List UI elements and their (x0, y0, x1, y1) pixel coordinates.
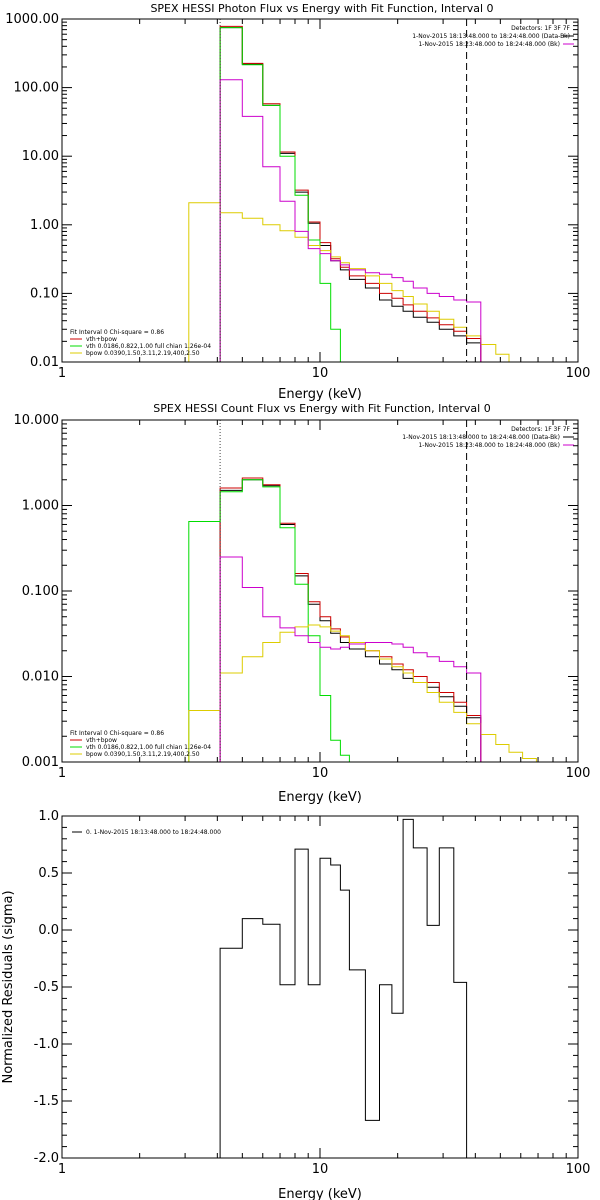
bk-interval-text: 1-Nov-2015 18:23:48.000 to 18:24:48.000 … (418, 41, 560, 48)
y-axis-label: Normalized Residuals (sigma) (1, 890, 16, 1083)
series-bpow-line (188, 624, 551, 763)
residual-legend: 0. 1-Nov-2015 18:13:48.000 to 18:24:48.0… (72, 829, 221, 836)
y-tick-label: 0.010 (22, 670, 59, 685)
x-axis-label: Energy (keV) (278, 1187, 362, 1200)
y-tick-labels: 0.001 0.010 0.100 1.000 10.000 (14, 413, 578, 770)
photon-flux-panel: SPEX HESSI Photon Flux vs Energy with Fi… (5, 2, 590, 402)
y-tick-label: -1.0 (34, 1037, 59, 1052)
series-bk-line (219, 79, 482, 362)
x-tick-label: 1 (58, 766, 66, 781)
series-bk-line (219, 556, 482, 762)
y-tick-label: 1.0 (38, 809, 59, 824)
data-interval-text: 1-Nov-2015 18:13:48.000 to 18:24:48.000 … (402, 434, 560, 441)
residual-legend-text: 0. 1-Nov-2015 18:13:48.000 to 18:24:48.0… (86, 829, 221, 836)
y-tick-labels: -2.0 -1.5 -1.0 -0.5 0.0 0.5 1.0 (34, 809, 578, 1166)
x-tick-label: 100 (566, 366, 591, 381)
series-data-bk-line (219, 27, 482, 362)
x-axis-label: Energy (keV) (278, 790, 362, 805)
x-tick-label: 10 (312, 1162, 329, 1177)
vth-text: vth 0.0186,0.822,1.00 full chian 1.26e-0… (86, 343, 211, 350)
marker-lines (219, 19, 468, 362)
x-tick-label: 10 (312, 366, 329, 381)
detectors-text: Detectors: 1F 3F 7F (511, 25, 570, 32)
x-tick-label: 10 (312, 766, 329, 781)
residuals-panel: 1 10 100 -2.0 -1.5 -1.0 -0.5 0.0 0.5 1.0 Energy … (1, 809, 590, 1200)
x-tick-label: 1 (58, 1162, 66, 1177)
y-tick-labels: 0.01 0.10 1.00 10.00 100.00 1000.00 (5, 12, 578, 370)
bpow-text: bpow 0.0390,1.50,3.11,2.19,400,2.50 (86, 751, 200, 758)
bpow-text: bpow 0.0390,1.50,3.11,2.19,400,2.50 (86, 350, 200, 357)
chart-title: SPEX HESSI Count Flux vs Energy with Fit… (153, 402, 490, 415)
data-interval-text: 1-Nov-2015 18:13:48.000 to 18:24:48.000 … (412, 33, 570, 40)
plot-frame (61, 419, 579, 763)
fit-total-text: vth+bpow (86, 336, 117, 343)
series-vth-bpow-line (219, 25, 482, 362)
y-tick-label: 0.0 (38, 923, 59, 938)
series-group (188, 25, 510, 363)
series-group (219, 818, 468, 1158)
series-vth-bpow-line (219, 477, 482, 762)
series-vth-line (188, 479, 350, 762)
y-tick-label: 10.000 (14, 413, 60, 428)
header-annotation: Detectors: 1F 3F 7F 1-Nov-2015 18:13:48.… (412, 25, 574, 48)
y-tick-label: 1.000 (22, 499, 59, 514)
x-tick-label: 100 (566, 766, 591, 781)
x-tick-labels: 1 10 100 (58, 420, 591, 781)
series-vth-line (219, 27, 350, 363)
plot-frame (61, 18, 579, 363)
fit-chi-text: Fit Interval 0 Chi-square = 0.86 (70, 329, 164, 336)
y-tick-label: -1.5 (34, 1094, 59, 1109)
series-group (188, 477, 551, 763)
y-tick-label: 0.100 (22, 584, 59, 599)
y-tick-label: 0.10 (30, 286, 59, 301)
x-axis-label: Energy (keV) (278, 387, 362, 402)
y-tick-label: 100.00 (14, 81, 60, 96)
y-tick-label: -2.0 (34, 1151, 59, 1166)
chart-title: SPEX HESSI Photon Flux vs Energy with Fi… (150, 2, 493, 15)
count-flux-panel: SPEX HESSI Count Flux vs Energy with Fit… (14, 402, 591, 805)
series-data-bk-line (219, 479, 482, 762)
bk-interval-text: 1-Nov-2015 18:23:48.000 to 18:24:48.000 … (418, 442, 560, 449)
vth-text: vth 0.0186,0.822,1.00 full chian 1.26e-0… (86, 744, 211, 751)
y-tick-label: 0.01 (30, 355, 59, 370)
x-tick-label: 1 (58, 366, 66, 381)
fit-total-text: vth+bpow (86, 737, 117, 744)
x-tick-labels: 1 10 100 (58, 816, 591, 1177)
header-annotation: Detectors: 1F 3F 7F 1-Nov-2015 18:13:48.… (402, 426, 574, 449)
fit-legend: Fit Interval 0 Chi-square = 0.86 vth+bpo… (70, 730, 211, 758)
detectors-text: Detectors: 1F 3F 7F (511, 426, 570, 433)
series-0--line (219, 818, 468, 1158)
y-tick-label: 1000.00 (5, 12, 59, 27)
fit-chi-text: Fit Interval 0 Chi-square = 0.86 (70, 730, 164, 737)
y-tick-label: 0.001 (22, 755, 59, 770)
fit-legend: Fit Interval 0 Chi-square = 0.86 vth+bpo… (70, 329, 211, 357)
x-tick-labels: 1 10 100 (58, 19, 591, 381)
marker-lines (219, 420, 468, 762)
y-tick-label: -0.5 (34, 980, 59, 995)
y-tick-label: 1.00 (30, 218, 59, 233)
series-bpow-line (188, 202, 510, 362)
x-tick-label: 100 (566, 1162, 591, 1177)
y-tick-label: 10.00 (22, 149, 59, 164)
y-tick-label: 0.5 (38, 866, 59, 881)
